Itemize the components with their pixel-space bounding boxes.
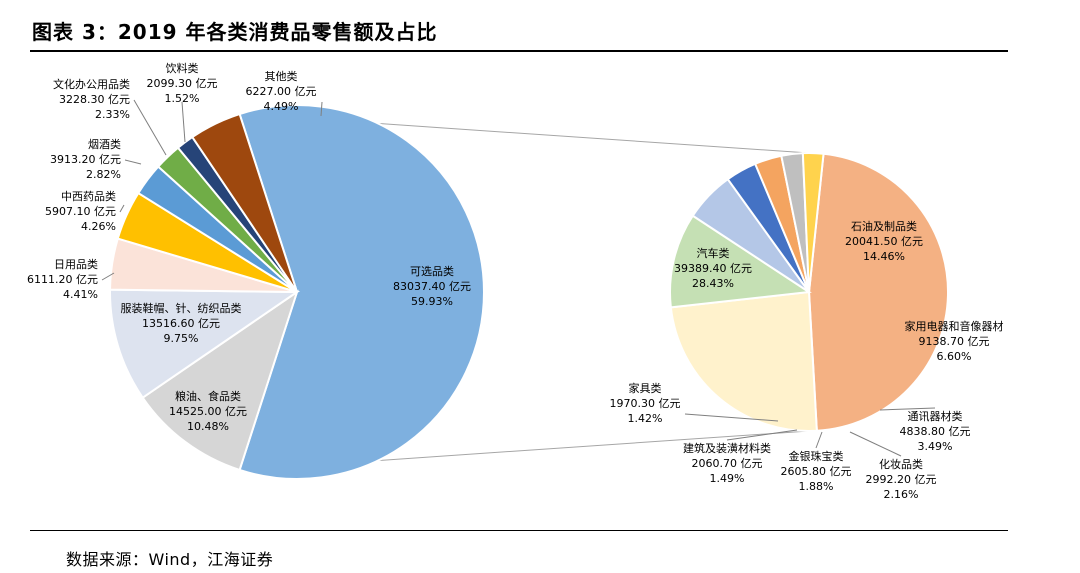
slice-percent-label: 28.43% [692,277,734,290]
breakdown-slice-label: 汽车类 39389.40 亿元 28.43% [674,246,752,290]
slice-value-label: 20041.50 亿元 [845,235,923,248]
slice-name-label: 日用品类 [54,257,98,271]
source-note: 数据来源：Wind，江海证券 [66,550,274,569]
main-leader-line [119,204,125,213]
main-slice-8 [190,112,298,293]
slice-percent-label: 2.33% [95,108,130,121]
slice-percent-label: 4.49% [264,100,299,113]
slice-value-label: 13516.60 亿元 [142,317,220,330]
slice-value-label: 3228.30 亿元 [59,93,130,106]
slice-percent-label: 1.42% [628,412,663,425]
breakdown-slice-label: 化妆品类 2992.20 亿元 2.16% [866,457,937,501]
breakdown-slice-7 [801,152,825,293]
leader-lines [101,99,936,457]
slice-name-label: 建筑及装潢材料类 [683,441,771,455]
breakdown-slice-label: 通讯器材类 4838.80 亿元 3.49% [900,409,971,453]
slice-name-label: 可选品类 [410,264,454,278]
slice-value-label: 2060.70 亿元 [692,457,763,470]
main-slice-label: 烟酒类 3913.20 亿元 2.82% [50,137,121,181]
main-pie [108,104,485,480]
slice-percent-label: 2.16% [884,488,919,501]
slice-name-label: 金银珠宝类 [789,449,844,463]
breakdown-leader-line [726,429,798,441]
breakdown-slice-label: 家具类 1970.30 亿元 1.42% [610,381,681,425]
slice-value-label: 83037.40 亿元 [393,280,471,293]
main-slice-label: 文化办公用品类 3228.30 亿元 2.33% [53,77,130,121]
slice-name-label: 中西药品类 [61,189,116,203]
slice-name-label: 其他类 [265,69,298,83]
slice-percent-label: 1.88% [799,480,834,493]
slice-labels: 可选品类 83037.40 亿元 59.93% 粮油、食品类 14525.00 亿元 10… [27,61,1003,501]
main-leader-line [133,99,167,156]
main-slice-2 [109,288,301,400]
main-slice-label: 粮油、食品类 14525.00 亿元 10.48% [169,389,247,433]
breakdown-slice-label: 石油及制品类 20041.50 亿元 14.46% [845,219,923,263]
slice-percent-label: 2.82% [86,168,121,181]
main-slice-label: 服装鞋帽、针、纺织品类 13516.60 亿元 9.75% [121,301,242,345]
slice-name-label: 通讯器材类 [908,409,963,423]
slice-name-label: 石油及制品类 [851,219,917,233]
main-slice-label: 饮料类 2099.30 亿元 1.52% [147,61,218,105]
breakdown-slice-1 [669,290,818,432]
footer-rule [30,530,1008,531]
slice-percent-label: 4.41% [63,288,98,301]
slice-percent-label: 1.52% [165,92,200,105]
slice-percent-label: 10.48% [187,420,229,433]
slice-percent-label: 59.93% [411,295,453,308]
slice-percent-label: 9.75% [164,332,199,345]
slice-value-label: 6227.00 亿元 [246,85,317,98]
page-title: 图表 3：2019 年各类消费品零售额及占比 [32,20,438,44]
slice-name-label: 服装鞋帽、针、纺织品类 [121,301,242,315]
main-slice-1 [141,289,299,472]
slice-value-label: 5907.10 亿元 [45,205,116,218]
slice-name-label: 家用电器和音像器材 [905,319,1004,333]
breakdown-slice-label: 建筑及装潢材料类 2060.70 亿元 1.49% [683,441,771,485]
breakdown-slice-0 [807,152,950,432]
slice-value-label: 6111.20 亿元 [27,273,98,286]
slice-value-label: 2992.20 亿元 [866,473,937,486]
breakdown-slice-2 [669,214,812,309]
breakdown-leader-line [684,413,779,422]
main-leader-line [320,101,323,117]
main-slice-label: 中西药品类 5907.10 亿元 4.26% [45,189,116,233]
main-slice-label: 可选品类 83037.40 亿元 59.93% [393,264,471,308]
slice-value-label: 3913.20 亿元 [50,153,121,166]
slice-percent-label: 3.49% [918,440,953,453]
slice-name-label: 烟酒类 [88,137,121,151]
slice-value-label: 14525.00 亿元 [169,405,247,418]
breakdown-leader-line [879,407,936,411]
slice-value-label: 2099.30 亿元 [147,77,218,90]
slice-percent-label: 14.46% [863,250,905,263]
main-slice-label: 日用品类 6111.20 亿元 4.41% [27,257,98,301]
slice-name-label: 粮油、食品类 [175,389,241,403]
slice-percent-label: 1.49% [710,472,745,485]
slice-name-label: 饮料类 [166,61,199,75]
main-leader-line [124,159,142,165]
breakdown-leader-line [849,431,902,457]
slice-value-label: 2605.80 亿元 [781,465,852,478]
breakdown-slice-label: 金银珠宝类 2605.80 亿元 1.88% [781,449,852,493]
breakdown-pie [669,152,950,432]
title-rule [30,50,1008,52]
slice-percent-label: 6.60% [937,350,972,363]
slice-name-label: 化妆品类 [879,457,923,471]
slice-value-label: 1970.30 亿元 [610,397,681,410]
slice-value-label: 9138.70 亿元 [919,335,990,348]
main-leader-line [181,101,186,143]
slice-name-label: 家具类 [629,381,662,395]
slice-value-label: 4838.80 亿元 [900,425,971,438]
main-leader-line [101,272,115,281]
breakdown-slice-label: 家用电器和音像器材 9138.70 亿元 6.60% [905,319,1004,363]
slice-name-label: 汽车类 [697,246,730,260]
main-slice-0 [238,104,485,480]
slice-value-label: 39389.40 亿元 [674,262,752,275]
slice-name-label: 文化办公用品类 [53,77,130,91]
breakdown-leader-line [815,431,823,449]
slice-percent-label: 4.26% [81,220,116,233]
main-slice-label: 其他类 6227.00 亿元 4.49% [246,69,317,113]
